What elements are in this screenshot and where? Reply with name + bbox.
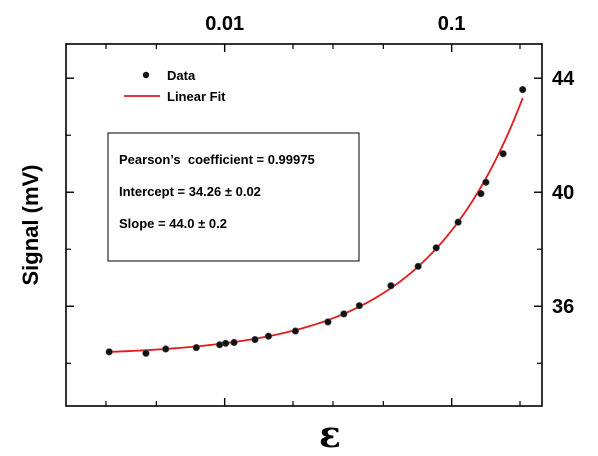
data-point-5 (222, 339, 230, 347)
minor-ticks (66, 44, 542, 406)
data-point-14 (414, 262, 422, 270)
plot-frame (65, 43, 543, 407)
stats-intercept: Intercept = 34.26 ± 0.02 (119, 184, 261, 199)
data-point-9 (291, 327, 300, 335)
legend-data-label: Data (167, 68, 196, 83)
data-points (105, 86, 527, 357)
data-point-11 (340, 310, 348, 318)
stats-pearson: Pearson’s coefficient = 0.99975 (119, 152, 315, 167)
y-tick-label-1: 40 (552, 182, 574, 204)
data-point-17 (477, 190, 485, 198)
x-tick-label-0: 0.01 (205, 13, 244, 35)
y-tick-label-0: 36 (552, 296, 574, 318)
data-point-6 (230, 338, 238, 347)
y-tick-label-2: 44 (552, 68, 575, 90)
data-point-0 (105, 348, 113, 356)
data-point-12 (355, 302, 363, 310)
x-axis-label: ε (319, 414, 341, 456)
right-tick-labels: 36 40 44 (552, 68, 575, 318)
data-point-19 (499, 150, 507, 158)
data-point-10 (324, 318, 332, 326)
fit-line (109, 97, 524, 353)
data-point-1 (142, 349, 150, 357)
data-point-18 (482, 178, 490, 186)
x-tick-label-1: 0.1 (438, 13, 466, 35)
top-tick-labels: 0.01 0.1 (205, 13, 465, 35)
data-point-3 (192, 343, 200, 352)
stats-box-frame (107, 132, 360, 262)
major-ticks (66, 44, 542, 406)
data-point-7 (251, 335, 259, 344)
legend: Data Linear Fit (124, 68, 226, 104)
legend-fit-label: Linear Fit (167, 89, 226, 104)
legend-data-marker (142, 71, 150, 79)
data-point-20 (519, 86, 527, 94)
data-point-4 (216, 341, 224, 349)
data-point-16 (454, 218, 462, 226)
data-point-8 (264, 332, 273, 340)
data-point-15 (432, 244, 440, 252)
stats-slope: Slope = 44.0 ± 0.2 (119, 216, 227, 231)
y-axis-label: Signal (mV) (18, 164, 43, 285)
data-point-13 (387, 282, 395, 290)
data-point-2 (162, 345, 170, 353)
stats-box: Pearson’s coefficient = 0.99975 Intercep… (107, 132, 360, 262)
